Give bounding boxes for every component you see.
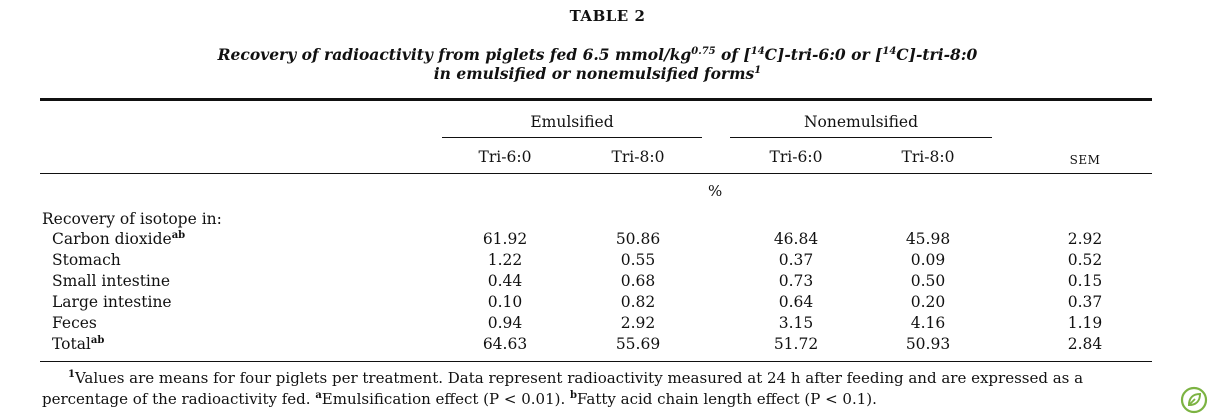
table-cell: 0.52 [1067, 251, 1103, 269]
row-label: Carbon dioxideab [52, 230, 186, 248]
table-cell: 0.44 [487, 272, 523, 290]
row-label: Large intestine [52, 293, 172, 311]
table-cell: 0.20 [910, 293, 946, 311]
group-header-nonemulsified: Nonemulsified [803, 113, 919, 131]
table-cell: 0.15 [1067, 272, 1103, 290]
column-header-1: Tri-6:0 [478, 148, 532, 166]
table-cell: 2.92 [620, 314, 656, 332]
table-cell: 0.10 [487, 293, 523, 311]
table-cell: 2.84 [1067, 335, 1103, 353]
leaf-logo-icon [1180, 386, 1208, 414]
table-cell: 61.92 [482, 230, 528, 248]
table-label: TABLE 2 [569, 7, 646, 25]
table-cell: 0.68 [620, 272, 656, 290]
table-cell: 45.98 [905, 230, 951, 248]
column-header-sem: SEM [1069, 153, 1101, 167]
table-cell: 0.37 [1067, 293, 1103, 311]
table-caption-line1: Recovery of radioactivity from piglets f… [217, 45, 978, 64]
table-cell: 2.92 [1067, 230, 1103, 248]
table-caption-line2: in emulsified or nonemulsified forms1 [433, 64, 762, 83]
column-header-2: Tri-8:0 [611, 148, 665, 166]
footnote-line2: percentage of the radioactivity fed. aEm… [42, 390, 877, 408]
group-header-emulsified: Emulsified [530, 113, 614, 131]
unit-label: % [708, 182, 723, 200]
nonemulsified-rule [730, 137, 992, 138]
table-cell: 0.37 [778, 251, 814, 269]
bottom-rule [40, 361, 1152, 362]
column-header-3: Tri-6:0 [769, 148, 823, 166]
table-cell: 0.73 [778, 272, 814, 290]
column-header-4: Tri-8:0 [901, 148, 955, 166]
top-rule [40, 98, 1152, 101]
table-cell: 50.93 [905, 335, 951, 353]
table-cell: 0.55 [620, 251, 656, 269]
table-cell: 3.15 [778, 314, 814, 332]
table-cell: 51.72 [773, 335, 819, 353]
table-cell: 0.09 [910, 251, 946, 269]
row-label: Stomach [52, 251, 121, 269]
emulsified-rule [442, 137, 702, 138]
table-cell: 46.84 [773, 230, 819, 248]
table-cell: 1.22 [487, 251, 523, 269]
footnote-line1: 1Values are means for four piglets per t… [68, 369, 1084, 387]
header-rule [40, 173, 1152, 174]
section-label: Recovery of isotope in: [42, 210, 222, 228]
table-cell: 50.86 [615, 230, 661, 248]
table-cell: 4.16 [910, 314, 946, 332]
table-cell: 0.50 [910, 272, 946, 290]
table-cell: 55.69 [615, 335, 661, 353]
table-cell: 0.64 [778, 293, 814, 311]
row-label: Small intestine [52, 272, 171, 290]
row-label: Feces [52, 314, 97, 332]
table-cell: 1.19 [1067, 314, 1103, 332]
table-cell: 64.63 [482, 335, 528, 353]
table-cell: 0.82 [620, 293, 656, 311]
row-label: Totalab [52, 335, 105, 353]
table-cell: 0.94 [487, 314, 523, 332]
